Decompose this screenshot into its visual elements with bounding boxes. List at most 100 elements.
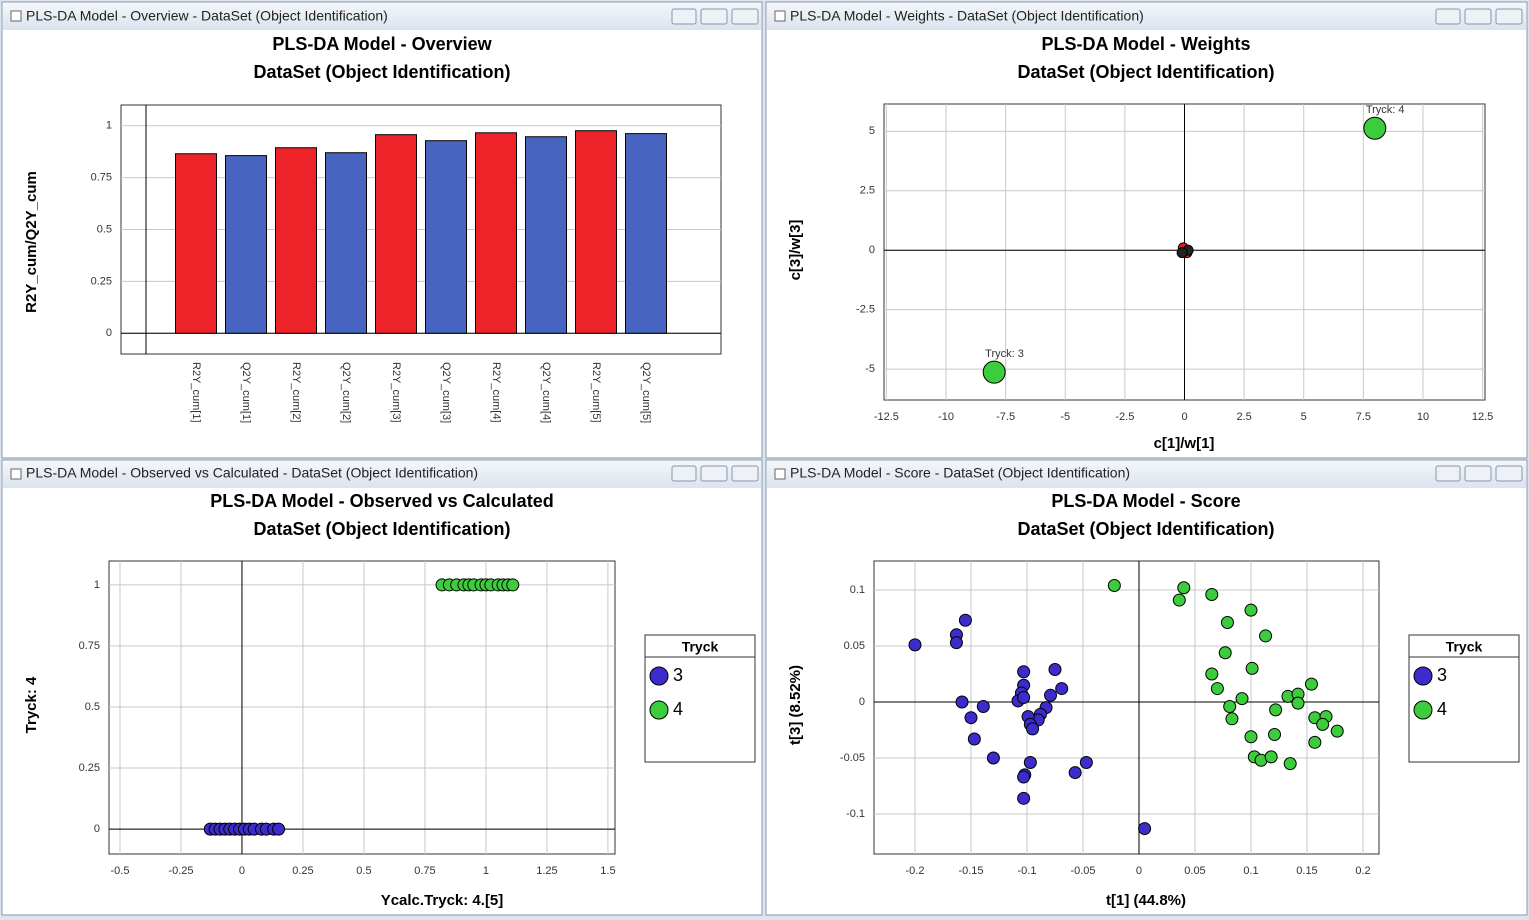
close-button[interactable]	[731, 8, 759, 25]
point	[1264, 750, 1278, 764]
y-tick-label: 5	[869, 125, 875, 137]
y-axis-label: Tryck: 4	[23, 676, 40, 733]
title-bar	[767, 3, 1526, 30]
point	[1245, 661, 1259, 675]
point	[1244, 603, 1258, 617]
point	[986, 751, 1000, 765]
x-tick-label: 1	[483, 865, 489, 877]
point	[1068, 766, 1082, 780]
y-tick-label: 0.5	[97, 223, 112, 235]
x-tick-label: R2Y_cum[5]	[590, 362, 602, 423]
x-tick-label: 0	[1136, 865, 1142, 877]
x-tick-label: Q2Y_cum[2]	[340, 362, 352, 423]
point	[1269, 703, 1283, 717]
x-tick-label: -10	[938, 411, 954, 423]
window-buttons[interactable]	[1435, 8, 1523, 25]
bar	[325, 152, 367, 334]
legend-swatch	[649, 666, 669, 686]
y-tick-label: 0	[869, 244, 875, 256]
x-tick-label: 0.1	[1243, 865, 1258, 877]
window-icon	[774, 10, 786, 22]
x-axis-label: Ycalc.Tryck: 4.[5]	[381, 892, 504, 909]
point	[1244, 730, 1258, 744]
window-buttons[interactable]	[671, 465, 759, 482]
close-button[interactable]	[1495, 8, 1523, 25]
y-axis-label: R2Y_cum/Q2Y_cum	[23, 171, 40, 313]
bar	[525, 136, 567, 334]
point	[1225, 712, 1239, 726]
point-label: Tryck: 3	[985, 348, 1024, 360]
x-tick-label: -2.5	[1115, 411, 1134, 423]
title-bar	[3, 461, 761, 488]
minimize-button[interactable]	[1435, 8, 1461, 25]
maximize-button[interactable]	[1464, 8, 1492, 25]
point	[1017, 770, 1031, 784]
point	[1023, 755, 1037, 769]
y-tick-label: 0.75	[91, 172, 112, 184]
point	[1268, 727, 1282, 741]
point	[1017, 665, 1031, 679]
point	[1177, 581, 1191, 595]
close-button[interactable]	[731, 465, 759, 482]
chart-subtitle: DataSet (Object Identification)	[1017, 62, 1274, 82]
point	[1172, 593, 1186, 607]
close-button[interactable]	[1495, 465, 1523, 482]
point	[1308, 735, 1322, 749]
chart-title: PLS-DA Model - Overview	[272, 34, 492, 54]
bar	[275, 147, 317, 334]
x-tick-label: -0.5	[110, 865, 129, 877]
minimize-button[interactable]	[1435, 465, 1461, 482]
x-tick-label: 0.15	[1296, 865, 1317, 877]
bar	[575, 130, 617, 334]
maximize-button[interactable]	[700, 8, 728, 25]
x-tick-label: 0.75	[414, 865, 435, 877]
point	[1048, 663, 1062, 677]
x-tick-label: R2Y_cum[3]	[390, 362, 402, 423]
x-tick-label: -7.5	[996, 411, 1015, 423]
legend-title: Tryck	[1446, 639, 1483, 655]
maximize-button[interactable]	[1464, 465, 1492, 482]
point	[949, 636, 963, 650]
y-tick-label: -5	[865, 363, 875, 375]
point	[1283, 757, 1297, 771]
legend-swatch	[649, 700, 669, 720]
minimize-button[interactable]	[671, 465, 697, 482]
window-buttons[interactable]	[671, 8, 759, 25]
point	[1259, 629, 1273, 643]
point	[272, 822, 286, 836]
x-tick-label: 0.05	[1184, 865, 1205, 877]
point	[958, 613, 972, 627]
point	[506, 578, 520, 592]
point	[1223, 699, 1237, 713]
point-label: Tryck: 4	[1366, 104, 1405, 116]
x-tick-label: 0	[239, 865, 245, 877]
x-tick-label: 7.5	[1356, 411, 1371, 423]
legend-title: Tryck	[682, 639, 719, 655]
window-buttons[interactable]	[1435, 465, 1523, 482]
maximize-button[interactable]	[700, 465, 728, 482]
legend-swatch	[1413, 666, 1433, 686]
chart-title: PLS-DA Model - Score	[1051, 491, 1240, 511]
point	[964, 711, 978, 725]
x-tick-label: 1.5	[600, 865, 615, 877]
chart-subtitle: DataSet (Object Identification)	[1017, 519, 1274, 539]
legend-label: 4	[1437, 699, 1447, 719]
point	[1330, 724, 1344, 738]
minimize-button[interactable]	[671, 8, 697, 25]
x-tick-label: 0	[1181, 411, 1187, 423]
bar	[375, 134, 417, 334]
x-tick-label: 0.2	[1355, 865, 1370, 877]
y-tick-label: 0	[106, 327, 112, 339]
point	[1316, 717, 1330, 731]
point	[1235, 692, 1249, 706]
point	[1205, 667, 1219, 681]
legend	[1408, 634, 1520, 763]
x-tick-label: Q2Y_cum[5]	[640, 362, 652, 423]
point	[1079, 755, 1093, 769]
x-tick-label: -0.05	[1070, 865, 1095, 877]
plot-area	[873, 560, 1380, 855]
point	[1026, 722, 1040, 736]
x-tick-label: 2.5	[1236, 411, 1251, 423]
point	[982, 360, 1006, 384]
